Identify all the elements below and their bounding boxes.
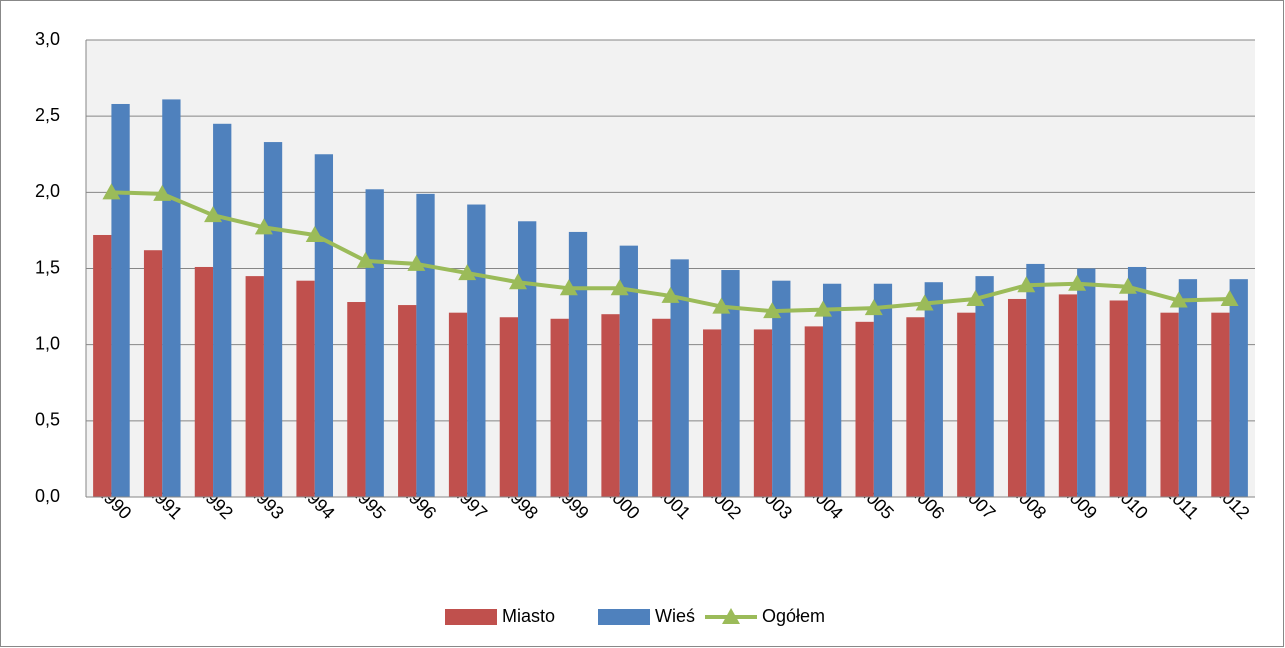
bar xyxy=(873,283,893,497)
marker xyxy=(559,279,578,296)
bar xyxy=(416,193,435,497)
marker xyxy=(458,264,477,281)
bar xyxy=(398,305,417,497)
bar xyxy=(1160,312,1179,497)
bar xyxy=(619,245,638,497)
marker xyxy=(509,273,528,290)
bar xyxy=(975,276,994,497)
marker xyxy=(254,218,273,235)
bar xyxy=(1211,312,1230,497)
marker xyxy=(712,297,731,314)
bar xyxy=(822,283,842,497)
bar xyxy=(143,250,163,497)
bar xyxy=(194,266,214,497)
marker xyxy=(102,183,121,200)
bar xyxy=(568,231,588,497)
bar xyxy=(957,312,976,497)
y-tick-label: 3,0 xyxy=(35,29,60,49)
marker xyxy=(305,225,324,242)
bar xyxy=(804,326,823,497)
bar xyxy=(314,154,334,497)
marker xyxy=(763,302,782,319)
marker xyxy=(1220,289,1239,306)
bar xyxy=(1127,266,1147,497)
marker xyxy=(661,286,680,303)
legend-label: Ogółem xyxy=(762,606,825,626)
legend-swatch xyxy=(598,609,650,625)
marker xyxy=(966,289,985,306)
bar xyxy=(467,204,486,497)
marker xyxy=(356,251,375,268)
bar xyxy=(855,321,874,497)
bar xyxy=(924,282,943,497)
marker xyxy=(1118,277,1137,294)
bar xyxy=(1026,263,1045,497)
bar xyxy=(670,259,689,497)
bar xyxy=(1077,268,1096,497)
bar xyxy=(703,329,722,497)
bar xyxy=(93,234,112,497)
bar xyxy=(550,318,569,497)
bar xyxy=(1229,279,1248,497)
y-tick-label: 2,0 xyxy=(35,181,60,201)
marker xyxy=(864,299,883,316)
bar xyxy=(448,312,468,497)
bar xyxy=(365,189,384,497)
y-tick-label: 1,0 xyxy=(35,333,60,353)
legend-swatch xyxy=(445,609,497,625)
bar xyxy=(652,318,671,497)
bar xyxy=(213,123,232,498)
legend-swatch xyxy=(722,608,740,624)
legend-label: Wieś xyxy=(655,606,695,626)
bar xyxy=(111,103,130,497)
marker xyxy=(813,300,832,317)
bar xyxy=(1109,300,1128,497)
bar xyxy=(499,317,519,497)
y-tick-label: 2,5 xyxy=(35,105,60,125)
marker xyxy=(1169,291,1188,308)
marker xyxy=(915,294,934,311)
bar xyxy=(1178,279,1198,497)
marker xyxy=(153,184,172,201)
marker xyxy=(610,279,629,296)
bar xyxy=(263,142,283,497)
marker xyxy=(1068,274,1087,291)
bar xyxy=(906,317,925,497)
bar xyxy=(1058,294,1078,497)
bar xyxy=(162,99,181,497)
y-tick-label: 1,5 xyxy=(35,257,60,277)
bar xyxy=(296,280,315,497)
bar xyxy=(772,280,791,497)
bar xyxy=(601,314,620,497)
bar xyxy=(518,221,537,497)
marker xyxy=(407,254,426,271)
legend-label: Miasto xyxy=(502,606,555,626)
y-tick-label: 0,0 xyxy=(35,486,60,506)
y-tick-label: 0,5 xyxy=(35,410,60,430)
bar xyxy=(753,329,773,497)
bar xyxy=(245,276,264,497)
bar xyxy=(721,270,740,497)
marker xyxy=(1017,276,1036,293)
bar xyxy=(1007,298,1027,497)
bar xyxy=(347,302,366,497)
marker xyxy=(204,206,223,223)
